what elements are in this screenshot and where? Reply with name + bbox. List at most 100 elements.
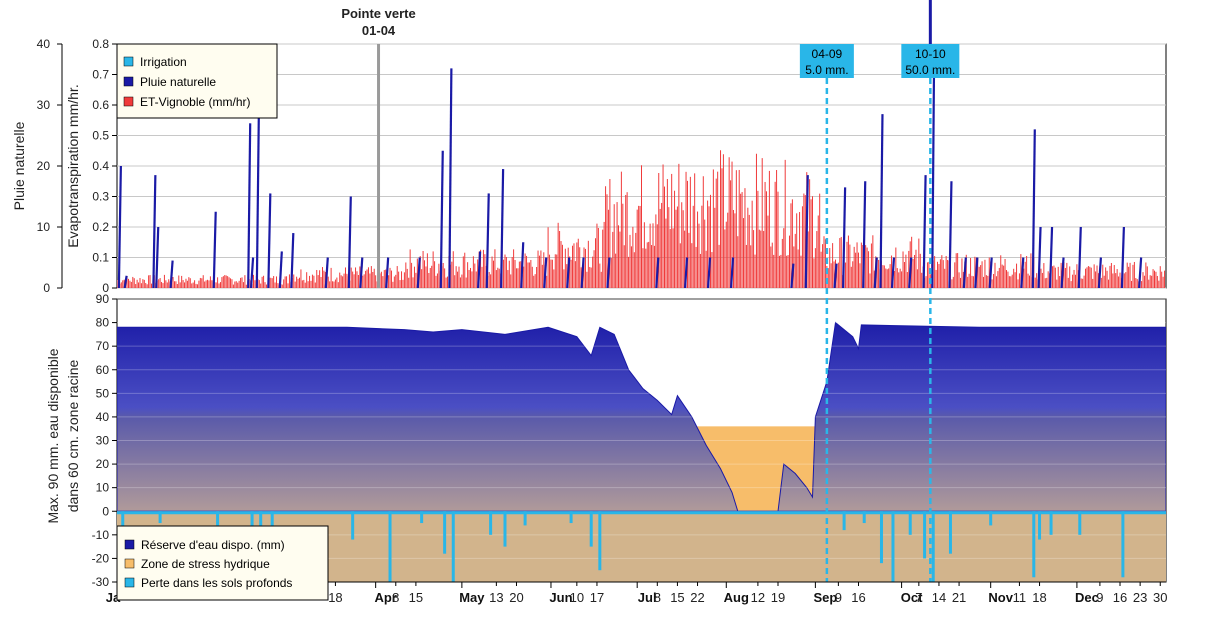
deep-loss-bar: [523, 511, 527, 526]
bottom-tick-label: 10: [96, 481, 110, 495]
day-label: 16: [1113, 590, 1127, 605]
green-tip-title: Pointe verte: [341, 6, 415, 21]
rain-bar: [249, 257, 255, 288]
legend-label-reserve: Réserve d'eau dispo. (mm): [141, 538, 285, 552]
deep-loss-bar: [1038, 511, 1042, 540]
bottom-tick-label: 30: [96, 434, 110, 448]
rain-bar: [873, 257, 878, 288]
deep-loss-bar: [569, 511, 573, 524]
legend-label-irrigation: Irrigation: [140, 55, 187, 69]
bottom-tick-label: 80: [96, 316, 110, 330]
rain-bar: [247, 123, 252, 288]
rain-bar: [879, 114, 884, 288]
rain-bar: [1120, 226, 1125, 288]
rain-bar: [790, 263, 795, 288]
bottom-tick-label: 0: [102, 504, 109, 518]
legend-swatch-rain: [123, 76, 134, 87]
legend-swatch-stress: [124, 558, 135, 569]
bottom-tick-label: -10: [92, 528, 110, 542]
rain-bar: [1037, 226, 1042, 288]
rain-bar: [385, 257, 390, 288]
month-label: Sep: [813, 590, 837, 605]
deep-loss-bar: [1078, 511, 1082, 535]
et-tick-label: 0.2: [92, 220, 109, 234]
deep-loss-bar: [489, 511, 493, 535]
month-label: Oct: [901, 590, 923, 605]
day-label: 9: [835, 590, 842, 605]
bottom-tick-label: 90: [96, 292, 110, 306]
deep-loss-bar: [351, 511, 355, 540]
rain-bar: [485, 193, 490, 288]
bottom-tick-label: -20: [92, 551, 110, 565]
green-tip-date: 01-04: [362, 23, 396, 38]
rain-tick-label: 10: [37, 220, 51, 234]
rain-bar: [706, 257, 712, 288]
bottom-tick-label: 60: [96, 363, 110, 377]
et-tick-label: 0.3: [92, 190, 109, 204]
deep-loss-bar: [451, 511, 455, 582]
rain-tick-label: 20: [37, 159, 51, 173]
irrigation-event-date: 10-10: [915, 47, 946, 61]
rain-bar: [580, 257, 585, 288]
event-annotations: Pointe verte 01-04 04-09 5.0 mm. 10-10 50.0 m…: [341, 0, 960, 582]
legend-label-stress: Zone de stress hydrique: [141, 557, 270, 571]
irrigation-event-date: 04-09: [812, 47, 843, 61]
et-tick-label: 0.1: [92, 251, 109, 265]
day-label: 21: [952, 590, 966, 605]
day-label: 9: [1096, 590, 1103, 605]
day-label: 14: [932, 590, 946, 605]
legend-label-rain: Pluie naturelle: [140, 75, 216, 89]
bottom-y-axis: -30 -20 -10 0 10 20 30 40 50 60 70 80 90: [92, 292, 117, 589]
deep-loss-bar: [388, 511, 392, 582]
deep-loss-bar: [923, 511, 927, 559]
rain-bar: [729, 257, 735, 288]
deep-loss-bar: [270, 511, 274, 531]
month-label: Dec: [1075, 590, 1099, 605]
rain-bar: [347, 196, 352, 288]
day-label: 12: [751, 590, 765, 605]
day-label: 20: [509, 590, 523, 605]
rain-et-panel: 0 10 20 30 40 0 0.1 0.2 0.3 0.4 0.5 0.6 0.7 0.8: [37, 37, 1167, 295]
et-tick-label: 0.4: [92, 159, 109, 173]
rain-bar: [212, 211, 217, 288]
top-legend: Irrigation Pluie naturelle ET-Vignoble (…: [116, 43, 278, 119]
left-axis-title-et: Evapotranspiration mm/hr.: [65, 84, 81, 247]
rain-bar: [290, 233, 295, 288]
deep-loss-bar: [862, 511, 866, 524]
day-label: 18: [328, 590, 342, 605]
bottom-tick-label: 50: [96, 386, 110, 400]
day-label: 7: [915, 590, 922, 605]
rain-bar: [448, 68, 453, 288]
day-label: 23: [1133, 590, 1147, 605]
day-label: 22: [690, 590, 704, 605]
deep-loss-bar: [598, 511, 602, 571]
deep-loss-bar: [1121, 511, 1125, 578]
legend-label-deep-loss: Perte dans les sols profonds: [141, 576, 292, 590]
et-tick-label: 0.8: [92, 37, 109, 51]
rain-bar: [117, 165, 122, 288]
rain-bar: [908, 257, 913, 288]
rain-bar: [359, 257, 364, 288]
rain-bars: [117, 44, 1143, 288]
month-label: May: [459, 590, 485, 605]
deep-loss-bar: [420, 511, 424, 524]
rain-bar: [890, 257, 896, 288]
irrigation-event-badge: [799, 44, 854, 78]
rain-bar: [683, 257, 689, 288]
day-label: 15: [409, 590, 423, 605]
et-tick-label: 0.7: [92, 68, 109, 82]
deep-loss-bar: [503, 511, 507, 547]
rain-bar: [416, 257, 421, 288]
rain-bar: [543, 257, 548, 288]
bottom-tick-label: 70: [96, 339, 110, 353]
legend-label-et: ET-Vignoble (mm/hr): [140, 95, 250, 109]
rain-bar: [804, 175, 809, 288]
right-axis-et: 0 0.1 0.2 0.3 0.4 0.5 0.6 0.7 0.8: [92, 37, 117, 295]
rain-bar: [922, 175, 927, 288]
deep-loss-bar: [908, 511, 912, 535]
day-label: 11: [1013, 590, 1027, 605]
rain-bar: [1020, 257, 1025, 288]
rain-bar: [1060, 257, 1065, 288]
et-tick-label: 0.6: [92, 98, 109, 112]
